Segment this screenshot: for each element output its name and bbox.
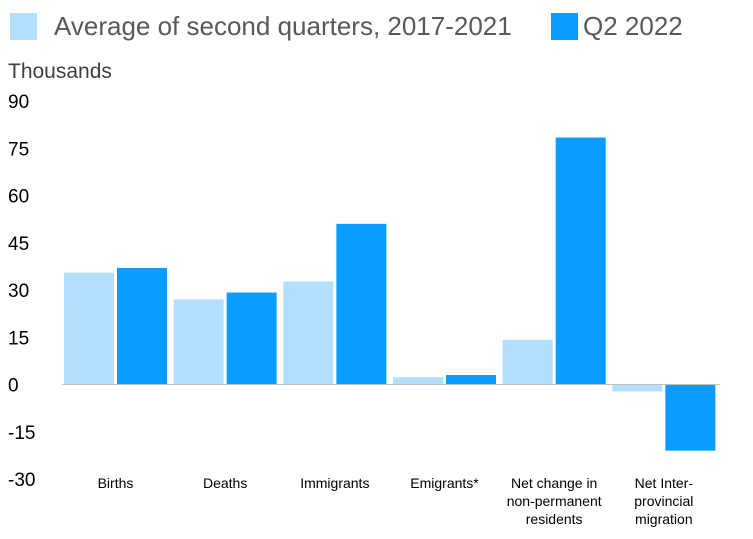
bars <box>64 137 716 451</box>
x-category-label-5: Net change in non-permanent residents <box>507 475 602 527</box>
legend-label-1: Average of second quarters, 2017-2021 <box>54 11 512 41</box>
y-tick-label: -30 <box>8 470 35 491</box>
bar-1-3 <box>283 281 334 385</box>
y-tick-label: 0 <box>8 376 19 397</box>
y-tick-label: 30 <box>8 281 29 302</box>
x-category-label-1: Births <box>98 475 134 491</box>
y-tick-label: 15 <box>8 328 29 349</box>
legend-swatch-1 <box>10 13 37 40</box>
bar-1-5 <box>502 339 553 385</box>
y-tick-label: 90 <box>8 92 29 113</box>
y-axis-ticks: 90 75 60 45 30 15 0 -15 -30 <box>8 92 35 491</box>
bar-1-1 <box>64 272 114 385</box>
bar-2-6 <box>665 384 716 451</box>
y-tick-label: 60 <box>8 187 29 208</box>
y-tick-label: 75 <box>8 139 29 160</box>
legend-swatch-2 <box>551 13 578 40</box>
legend: Average of second quarters, 2017-2021 Q2 … <box>10 11 683 41</box>
x-category-label-2: Deaths <box>203 475 247 491</box>
bar-2-1 <box>117 267 167 385</box>
legend-label-2: Q2 2022 <box>583 11 683 41</box>
bar-1-6 <box>612 384 663 392</box>
x-category-label-4: Emigrants* <box>410 475 479 491</box>
x-axis-labels: Births Deaths Immigrants Emigrants* Net chan… <box>98 475 694 527</box>
bar-2-3 <box>336 223 387 385</box>
bar-2-5 <box>555 137 606 385</box>
bar-1-4 <box>393 377 443 385</box>
bar-2-2 <box>226 292 277 385</box>
bar-2-4 <box>446 375 496 385</box>
y-axis-unit-label: Thousands <box>8 60 112 83</box>
bar-1-2 <box>173 299 224 385</box>
y-tick-label: 45 <box>8 234 29 255</box>
y-tick-label: -15 <box>8 423 35 444</box>
x-category-label-3: Immigrants <box>300 475 369 491</box>
x-category-label-6: Net Inter-provincial migration <box>634 475 693 527</box>
